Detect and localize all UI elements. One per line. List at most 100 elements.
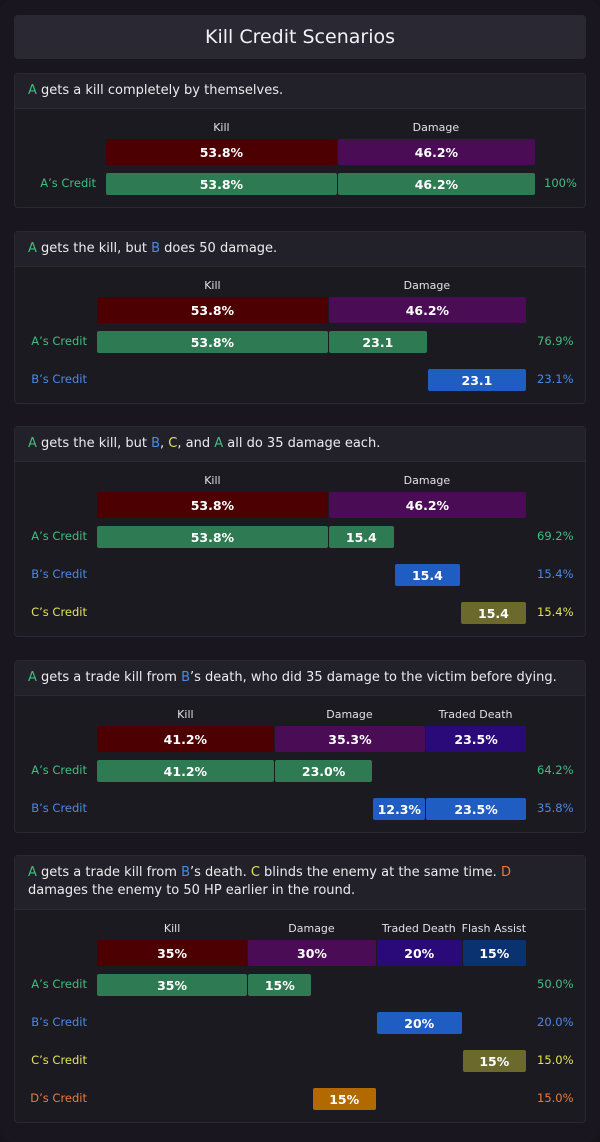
total-breakdown-bar: 53.8% 46.2% xyxy=(15,492,585,518)
category-label: Kill xyxy=(204,279,221,292)
description-text: ’s death, who did 35 damage to the victi… xyxy=(189,670,557,685)
player-tag-D: D xyxy=(500,865,511,880)
scenario-description: A gets a kill completely by themselves. xyxy=(15,74,585,109)
scenario-chart: Kill Damage 53.8% 46.2% A’s Credit 53.8% 15.4 6… xyxy=(15,462,585,636)
scenario-description: A gets the kill, but B, C, and A all do … xyxy=(15,427,585,462)
category-label: Kill xyxy=(177,708,194,721)
scenario-description: A gets the kill, but B does 50 damage. xyxy=(15,232,585,267)
credit-label: A’s Credit xyxy=(40,176,96,190)
player-tag-A: A xyxy=(28,436,37,451)
total-breakdown-bar: 53.8% 46.2% xyxy=(15,139,585,165)
credit-row-C: C’s Credit 15.4 15.4% xyxy=(15,594,585,632)
scenario-chart: Kill Damage Traded Death 41.2% 35.3% 23.5% A’s… xyxy=(15,696,585,832)
credit-total: 20.0% xyxy=(537,1015,574,1029)
credit-total: 100% xyxy=(544,176,577,190)
credit-segment: 53.8% xyxy=(97,331,328,353)
credit-segment: 23.5% xyxy=(426,798,526,820)
credit-total: 15.0% xyxy=(537,1091,574,1105)
category-label: Kill xyxy=(163,922,181,935)
scenario-chart: Kill Damage 53.8% 46.2% A’s Credit 53.8% 46.2%… xyxy=(15,109,585,207)
credit-row-B: B’s Credit 23.1 23.1% xyxy=(15,361,585,399)
credit-segment: 46.2% xyxy=(337,173,535,195)
category-label: Damage xyxy=(288,922,335,935)
credit-segment: 23.0% xyxy=(274,760,373,782)
category-segment-damage: 46.2% xyxy=(328,297,526,323)
credit-label: C’s Credit xyxy=(31,1053,87,1067)
description-text: gets the kill, but xyxy=(36,436,152,451)
category-segment-flash: 15% xyxy=(462,940,526,966)
scenario-description: A gets a trade kill from B’s death. C bl… xyxy=(15,856,585,910)
total-breakdown-bar: 41.2% 35.3% 23.5% xyxy=(15,726,585,752)
scenario-description: A gets a trade kill from B’s death, who … xyxy=(15,661,585,696)
player-tag-C: C xyxy=(250,865,260,880)
category-segment-damage: 30% xyxy=(248,940,376,966)
credit-total: 23.1% xyxy=(537,372,574,386)
credit-label: A’s Credit xyxy=(31,763,87,777)
credit-row-A: A’s Credit 53.8% 15.4 69.2% xyxy=(15,518,585,556)
category-labels: Kill Damage xyxy=(15,119,585,139)
description-text: gets a trade kill from xyxy=(36,670,182,685)
category-label: Kill xyxy=(213,121,230,134)
category-labels: Kill Damage xyxy=(15,472,585,492)
credit-segment: 20% xyxy=(376,1012,462,1034)
credit-label: A’s Credit xyxy=(31,977,87,991)
category-segment-damage: 46.2% xyxy=(337,139,535,165)
category-segment-traded: 23.5% xyxy=(426,726,526,752)
category-segment-damage: 35.3% xyxy=(274,726,426,752)
credit-segment: 15.4 xyxy=(328,526,394,548)
credit-label: A’s Credit xyxy=(31,334,87,348)
credit-segment: 15% xyxy=(312,1088,376,1110)
credit-segment: 41.2% xyxy=(97,760,274,782)
category-label: Damage xyxy=(412,121,460,134)
page-title: Kill Credit Scenarios xyxy=(14,15,586,59)
credit-total: 15.4% xyxy=(537,605,574,619)
scenario-card: A gets the kill, but B does 50 damage. Ki… xyxy=(14,231,586,404)
credit-row-A: A’s Credit 35% 15% 50.0% xyxy=(15,966,585,1004)
category-segment-kill: 53.8% xyxy=(97,492,328,518)
scenario-chart: Kill Damage Traded Death Flash Assist 35% 30%… xyxy=(15,910,585,1122)
category-label: Traded Death xyxy=(381,922,456,935)
credit-segment: 53.8% xyxy=(97,526,328,548)
player-tag-A: A xyxy=(214,436,224,451)
credit-segment: 23.1 xyxy=(427,369,526,391)
credit-row-A: A’s Credit 53.8% 46.2% 100% xyxy=(15,165,585,203)
scenario-card: A gets a kill completely by themselves. K… xyxy=(14,73,586,208)
description-text: gets a kill completely by themselves. xyxy=(36,83,284,98)
description-text: blinds the enemy at the same time. xyxy=(259,865,501,880)
player-tag-A: A xyxy=(28,241,37,256)
credit-segment: 23.1 xyxy=(328,331,427,353)
category-label: Damage xyxy=(403,474,451,487)
description-text: , xyxy=(160,436,169,451)
credit-total: 15.4% xyxy=(537,567,574,581)
description-text: does 50 damage. xyxy=(160,241,278,256)
category-segment-kill: 41.2% xyxy=(97,726,274,752)
total-breakdown-bar: 35% 30% 20% 15% xyxy=(15,940,585,966)
category-segment-damage: 46.2% xyxy=(328,492,526,518)
player-tag-C: C xyxy=(168,436,178,451)
credit-segment: 15% xyxy=(462,1050,526,1072)
credit-total: 69.2% xyxy=(537,529,574,543)
category-label: Traded Death xyxy=(438,708,513,721)
player-tag-B: B xyxy=(181,670,190,685)
credit-total: 15.0% xyxy=(537,1053,574,1067)
category-label: Damage xyxy=(403,279,451,292)
category-segment-kill: 53.8% xyxy=(106,139,337,165)
credit-label: A’s Credit xyxy=(31,529,87,543)
description-text: ’s death. xyxy=(189,865,251,880)
credit-row-C: C’s Credit 15% 15.0% xyxy=(15,1042,585,1080)
credit-total: 50.0% xyxy=(537,977,574,991)
credit-total: 64.2% xyxy=(537,763,574,777)
category-segment-traded: 20% xyxy=(376,940,462,966)
credit-row-D: D’s Credit 15% 15.0% xyxy=(15,1080,585,1118)
credit-total: 35.8% xyxy=(537,801,574,815)
credit-segment: 35% xyxy=(97,974,248,996)
player-tag-B: B xyxy=(151,241,161,256)
category-label: Damage xyxy=(326,708,373,721)
category-label: Kill xyxy=(204,474,221,487)
credit-row-B: B’s Credit 15.4 15.4% xyxy=(15,556,585,594)
category-segment-kill: 35% xyxy=(97,940,248,966)
total-breakdown-bar: 53.8% 46.2% xyxy=(15,297,585,323)
category-labels: Kill Damage xyxy=(15,277,585,297)
description-text: all do 35 damage each. xyxy=(223,436,381,451)
